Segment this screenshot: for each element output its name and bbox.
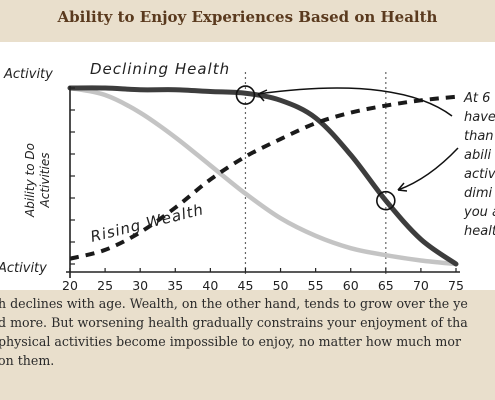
y-axis-label: Ability to DoActivities <box>23 143 52 218</box>
x-tick-label: 60 <box>343 278 359 290</box>
declining-health-label: Declining Health <box>90 60 230 78</box>
y-axis-label-line: Activities <box>38 153 52 209</box>
annotation-text: you a <box>463 205 495 220</box>
x-tick-label: 20 <box>62 278 78 290</box>
x-tick-label: 50 <box>273 278 289 290</box>
marker-circle <box>235 85 256 105</box>
arrowhead <box>397 182 408 192</box>
x-tick-label: 45 <box>238 278 254 290</box>
marker-circle <box>376 190 396 211</box>
x-tick-label: 70 <box>413 278 429 290</box>
annotation-text: activ <box>464 167 495 182</box>
annotation-text: abili <box>464 148 491 163</box>
y-axis-bottom-label: Activity <box>0 261 47 276</box>
rising-wealth-line <box>69 94 457 261</box>
x-tick-label: 25 <box>97 278 113 290</box>
chart-svg: 20 25 30 35 40 45 50 55 60 65 70 75 Activity Activity… <box>0 60 495 290</box>
annotation-text: dimi <box>464 186 493 201</box>
x-tick-label: 75 <box>448 278 464 290</box>
caption-line: physical activities become impossible to… <box>0 334 461 349</box>
chart-panel: 20 25 30 35 40 45 50 55 60 65 70 75 Activity Activity… <box>0 42 495 290</box>
arrowhead <box>257 89 268 102</box>
annotation-arrow <box>257 87 453 117</box>
annotation-text: than <box>464 129 494 144</box>
annotation-text: have <box>464 110 495 125</box>
annotation-arrow <box>397 147 459 191</box>
caption-line: h declines with age. Wealth, on the othe… <box>0 296 468 311</box>
annotation-text: healt <box>464 224 495 239</box>
declining-health-line <box>67 85 459 267</box>
caption-line: on them. <box>0 353 55 368</box>
light-series-line <box>67 85 459 267</box>
x-tick-label: 30 <box>132 278 148 290</box>
x-tick-label: 55 <box>308 278 324 290</box>
x-tick-label: 65 <box>378 278 394 290</box>
y-axis-top-label: Activity <box>3 67 53 82</box>
y-axis-label-line: Ability to Do <box>23 143 37 218</box>
annotation-text: At 6 <box>463 91 490 106</box>
rising-wealth-label: Rising Wealth <box>89 200 206 246</box>
caption-line: d more. But worsening health gradually c… <box>0 315 468 330</box>
chart-title: Ability to Enjoy Experiences Based on He… <box>57 8 438 26</box>
x-tick-label: 40 <box>202 278 218 290</box>
x-tick-label: 35 <box>167 278 183 290</box>
caption-text: h declines with age. Wealth, on the othe… <box>0 294 495 394</box>
